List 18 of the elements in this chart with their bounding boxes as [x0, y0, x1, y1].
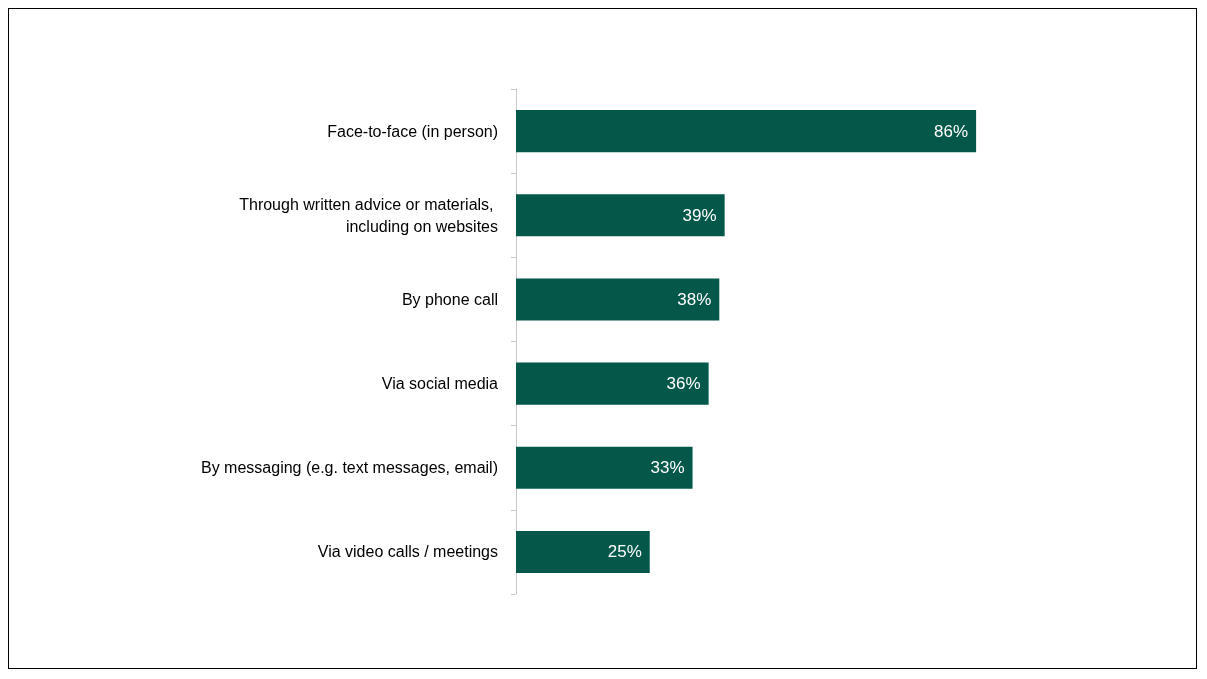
y-tick-label: Via social media [381, 375, 499, 393]
bar [516, 446, 693, 489]
y-tick-label: Through written advice or materials, including on websites [239, 195, 498, 235]
bar [516, 362, 709, 405]
y-tick-label: Face-to-face (in person) [327, 122, 498, 140]
data-label: 39% [682, 205, 717, 225]
y-tick-label: By phone call [401, 290, 498, 308]
bar [516, 194, 725, 237]
bar [516, 110, 977, 153]
data-label: 36% [666, 374, 701, 394]
y-tick-label: Via video calls / meetings [317, 543, 498, 561]
data-label: 38% [677, 289, 712, 309]
data-label: 86% [934, 121, 969, 141]
bar [516, 278, 720, 321]
bar [516, 530, 650, 573]
data-label: 33% [650, 458, 685, 478]
y-tick-label: By messaging (e.g. text messages, email) [200, 459, 498, 477]
data-label: 25% [607, 542, 642, 562]
